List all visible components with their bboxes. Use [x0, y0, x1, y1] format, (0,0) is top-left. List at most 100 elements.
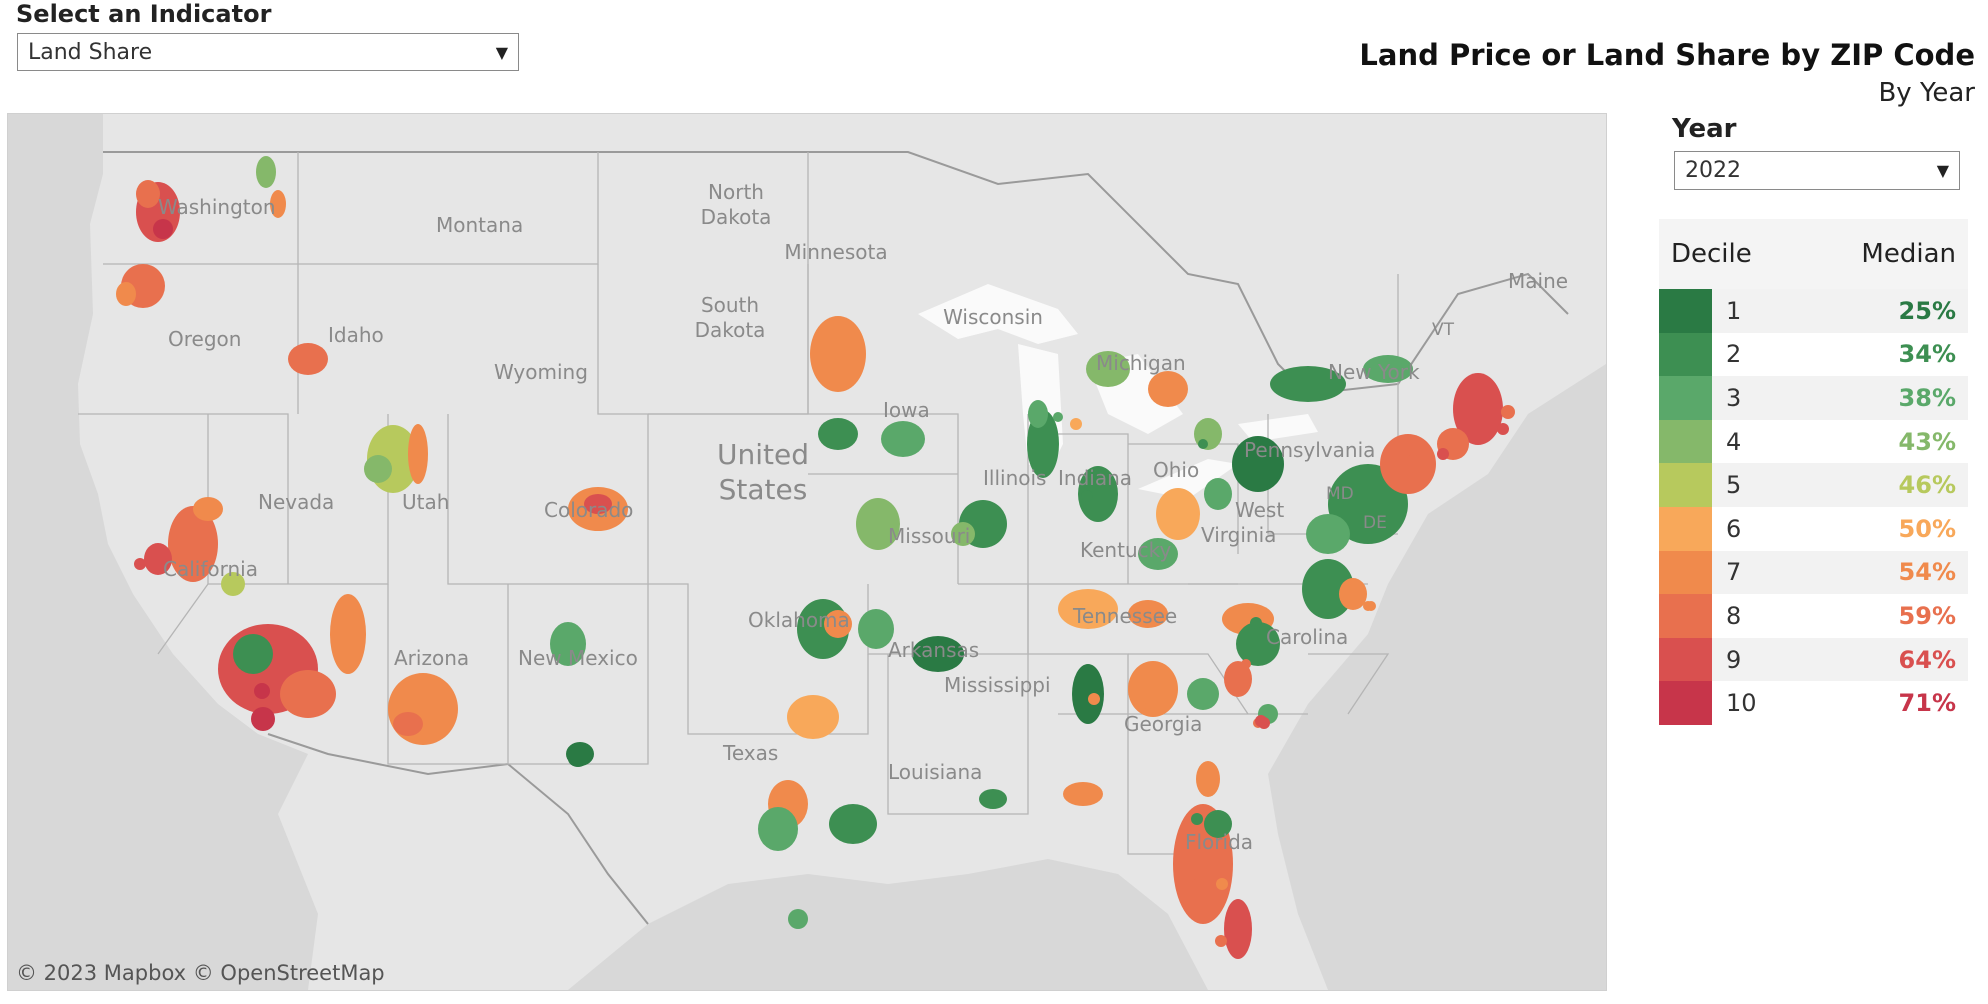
legend-median: 46% [1898, 471, 1956, 500]
legend-decile: 1 [1726, 296, 1742, 325]
gulf-of-mexico [568, 859, 1208, 990]
state-labels: Washington Montana North Dakota South Da… [158, 180, 1568, 854]
legend-swatch [1659, 419, 1712, 464]
legend-row: 7 54% [1659, 550, 1968, 595]
legend-median: 59% [1898, 601, 1956, 630]
label-nevada: Nevada [258, 490, 334, 514]
country-label-united: United [717, 438, 809, 471]
year-label: Year [1672, 114, 1737, 144]
legend-row: 10 71% [1659, 681, 1968, 725]
legend-row: 1 25% [1659, 289, 1968, 333]
legend-swatch [1659, 376, 1712, 420]
legend-median: 34% [1898, 340, 1956, 369]
legend-decile: 2 [1726, 340, 1742, 369]
year-dropdown[interactable]: 2022 ▼ [1674, 151, 1960, 190]
legend-row: 4 43% [1659, 419, 1968, 464]
legend-median: 50% [1898, 514, 1956, 543]
label-mississippi: Mississippi [944, 673, 1051, 697]
indicator-label: Select an Indicator [16, 0, 272, 28]
legend-swatch [1659, 594, 1712, 638]
legend-swatch [1659, 637, 1712, 682]
chevron-down-icon: ▼ [1936, 161, 1949, 180]
legend-swatch [1659, 550, 1712, 595]
legend-decile: 8 [1726, 601, 1742, 630]
legend-median: 71% [1898, 689, 1956, 718]
legend-row: 8 59% [1659, 594, 1968, 638]
lake-superior [918, 284, 1078, 344]
country-label-states: States [719, 473, 808, 506]
legend-decile: 9 [1726, 645, 1742, 674]
legend-median: 54% [1898, 558, 1956, 587]
label-de: DE [1363, 513, 1387, 533]
ocean-pacific [8, 114, 318, 990]
map-canvas[interactable]: Washington Montana North Dakota South Da… [7, 113, 1607, 991]
map-attribution[interactable]: © 2023 Mapbox © OpenStreetMap [16, 961, 385, 985]
label-louisiana: Louisiana [888, 760, 982, 784]
legend-decile: 5 [1726, 471, 1742, 500]
indicator-dropdown[interactable]: Land Share ▼ [17, 33, 519, 71]
label-south: South [701, 293, 759, 317]
label-vt: VT [1432, 320, 1455, 340]
label-new-york: New York [1328, 360, 1420, 384]
label-arkansas: Arkansas [888, 638, 979, 662]
lake-erie [1138, 459, 1238, 499]
label-md: MD [1326, 484, 1354, 504]
legend-decile: 3 [1726, 383, 1742, 412]
label-texas: Texas [722, 741, 778, 765]
legend-swatch [1659, 332, 1712, 377]
legend-row: 2 34% [1659, 332, 1968, 377]
label-iowa: Iowa [883, 398, 930, 422]
label-ohio: Ohio [1153, 458, 1199, 482]
label-colorado: Colorado [544, 498, 633, 522]
legend-median: 64% [1898, 645, 1956, 674]
legend-header: Decile Median [1659, 219, 1968, 289]
label-idaho: Idaho [328, 323, 384, 347]
legend-decile: 10 [1726, 689, 1757, 718]
label-north: North [708, 180, 764, 204]
legend-row: 9 64% [1659, 637, 1968, 682]
legend-decile: 6 [1726, 514, 1742, 543]
label-maine: Maine [1508, 269, 1568, 293]
label-missouri: Missouri [888, 524, 970, 548]
city-dots [134, 405, 1515, 947]
label-tennessee: Tennessee [1072, 604, 1177, 628]
legend-row: 5 46% [1659, 463, 1968, 507]
canada-border [103, 151, 1569, 396]
year-value: 2022 [1685, 158, 1741, 183]
label-florida: Florida [1185, 830, 1253, 854]
label-south-dakota: Dakota [695, 318, 766, 342]
label-carolina: Carolina [1266, 625, 1348, 649]
page-title: Land Price or Land Share by ZIP Code [1359, 38, 1975, 72]
label-dakota: Dakota [701, 205, 772, 229]
label-wisconsin: Wisconsin [943, 305, 1043, 329]
label-california: California [163, 557, 258, 581]
zip-clusters [116, 156, 1503, 959]
map-svg[interactable]: Washington Montana North Dakota South Da… [8, 114, 1606, 990]
label-oregon: Oregon [168, 327, 241, 351]
label-michigan: Michigan [1096, 351, 1186, 375]
page-subtitle: By Year [1878, 78, 1975, 108]
label-west: West [1235, 498, 1284, 522]
legend-col-decile: Decile [1671, 239, 1752, 269]
legend-median: 43% [1898, 427, 1956, 456]
legend-median: 25% [1898, 296, 1956, 325]
legend-swatch [1659, 681, 1712, 725]
label-pennsylvania: Pennsylvania [1244, 438, 1375, 462]
legend-median: 38% [1898, 383, 1956, 412]
label-georgia: Georgia [1124, 712, 1202, 736]
legend-row: 6 50% [1659, 506, 1968, 551]
legend-swatch [1659, 463, 1712, 507]
ocean-atlantic [1268, 364, 1606, 990]
label-new-mexico: New Mexico [518, 646, 638, 670]
legend-rows: 1 25% 2 34% 3 38% 4 43% 5 46% 6 50% 7 54% 8 59% … [1659, 289, 1968, 725]
label-illinois: Illinois [983, 466, 1046, 490]
label-wyoming: Wyoming [494, 360, 588, 384]
legend-table: Decile Median 1 25% 2 34% 3 38% 4 43% 5 46% 6… [1659, 219, 1968, 725]
indicator-value: Land Share [28, 39, 153, 65]
label-arizona: Arizona [394, 646, 469, 670]
chevron-down-icon: ▼ [495, 42, 508, 62]
label-washington: Washington [158, 195, 276, 219]
label-virginia: Virginia [1201, 523, 1276, 547]
legend-row: 3 38% [1659, 376, 1968, 420]
lake-ontario [1238, 414, 1318, 442]
